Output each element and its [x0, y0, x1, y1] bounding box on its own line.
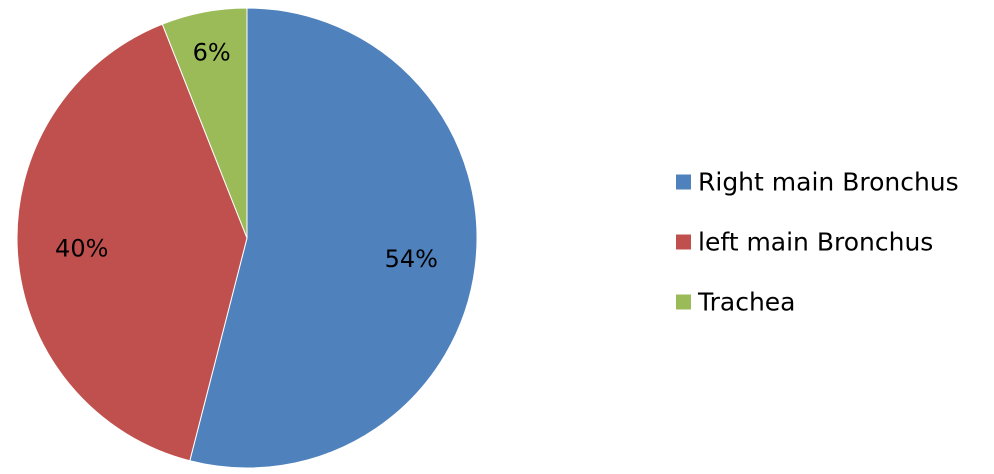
legend: Right main Bronchus left main Bronchus Tra…	[676, 168, 959, 317]
pie-slice-right-main-bronchus	[189, 7, 478, 469]
pie-slices	[16, 7, 478, 469]
legend-swatch-trachea	[676, 294, 691, 310]
data-label-left-main-bronchus: 40%	[55, 234, 108, 262]
legend-item-left-main-bronchus: left main Bronchus	[676, 228, 933, 257]
pie-slice-trachea	[161, 7, 248, 239]
legend-label-left-main-bronchus: left main Bronchus	[698, 228, 933, 257]
legend-item-trachea: Trachea	[676, 288, 796, 317]
legend-swatch-right-main-bronchus	[676, 174, 691, 190]
pie-slice-left-main-bronchus	[16, 23, 248, 462]
pie-data-labels: 54% 40% 6%	[55, 39, 438, 273]
legend-item-right-main-bronchus: Right main Bronchus	[676, 168, 959, 197]
legend-label-right-main-bronchus: Right main Bronchus	[698, 168, 959, 197]
legend-swatch-left-main-bronchus	[676, 234, 691, 250]
data-label-right-main-bronchus: 54%	[385, 245, 438, 273]
legend-label-trachea: Trachea	[697, 288, 796, 317]
data-label-trachea: 6%	[193, 39, 231, 67]
